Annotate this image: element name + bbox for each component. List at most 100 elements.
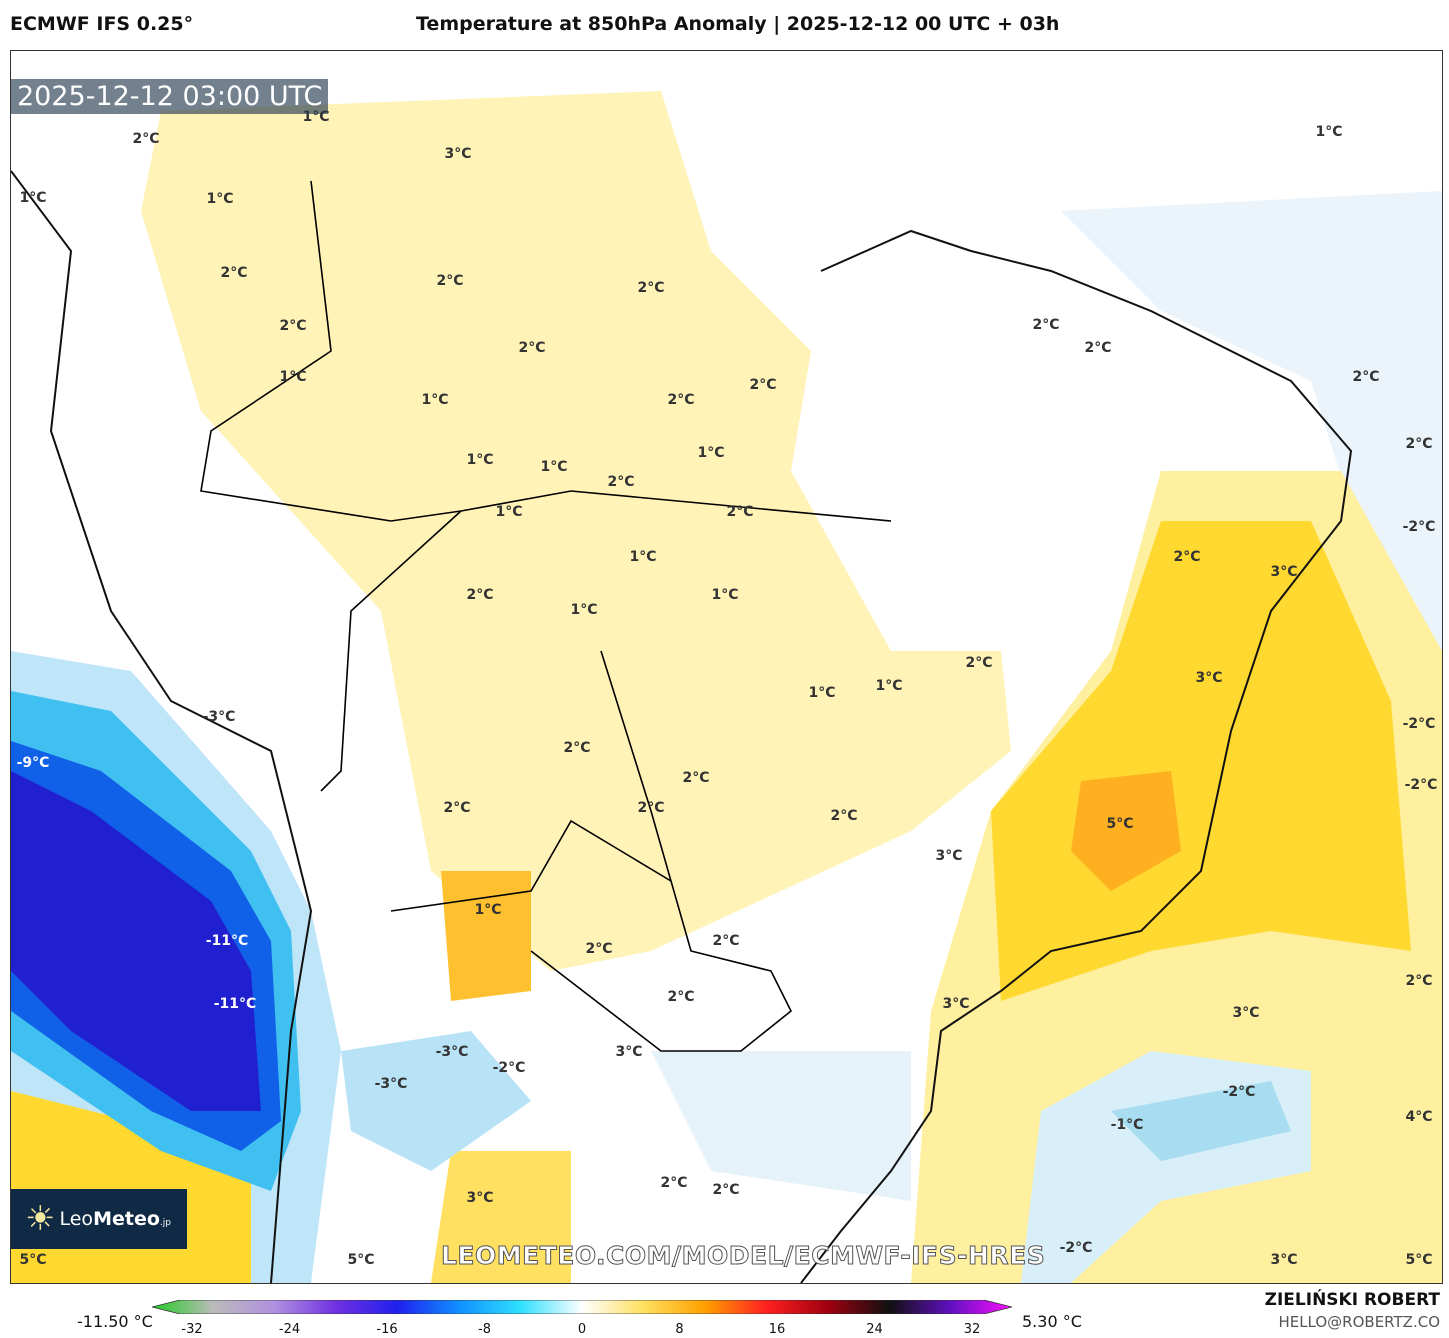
contour-label: 2°C xyxy=(1173,549,1201,565)
contour-label: 2°C xyxy=(1405,973,1433,989)
contour-label: 1°C xyxy=(495,504,523,520)
contour-label: 1°C xyxy=(540,459,568,475)
colorbar-tick: 24 xyxy=(866,1322,883,1337)
cold-patch-argentina xyxy=(341,1031,531,1171)
watermark-url: LEOMETEO.COM/MODEL/ECMWF-IFS-HRES xyxy=(440,1241,1046,1271)
colorbar-tick: 8 xyxy=(675,1322,684,1337)
contour-label: 1°C xyxy=(570,602,598,618)
contour-label: 3°C xyxy=(1195,670,1223,686)
author-name: ZIELIŃSKI ROBERT xyxy=(1264,1290,1440,1310)
warm-zone-south xyxy=(431,1151,571,1283)
contour-label: 2°C xyxy=(607,474,635,490)
contour-label: 2°C xyxy=(682,770,710,786)
colorbar-tick: 16 xyxy=(768,1322,786,1337)
colorbar-tick: 0 xyxy=(577,1322,587,1337)
contour-label: 2°C xyxy=(965,655,993,671)
warm-zone-north xyxy=(141,91,1011,971)
warm-zone-paraguay xyxy=(441,871,531,1001)
contour-label: -9°C xyxy=(16,755,50,771)
contour-label: 3°C xyxy=(942,996,970,1012)
author-email: HELLO@ROBERTZ.CO xyxy=(1278,1313,1440,1331)
leometeo-logo: ☀ LeoMeteo.jp xyxy=(11,1189,187,1249)
logo-bold: Meteo xyxy=(93,1208,160,1230)
contour-label: 1°C xyxy=(421,392,449,408)
contour-label: 5°C xyxy=(347,1252,375,1268)
contour-label: 3°C xyxy=(444,146,472,162)
contour-label: -2°C xyxy=(1059,1240,1093,1256)
colorbar-tick: -16 xyxy=(376,1322,398,1337)
contour-label: 3°C xyxy=(615,1044,643,1060)
cool-zone-south xyxy=(651,1051,911,1201)
contour-label: 1°C xyxy=(19,190,47,206)
min-value: -11.50 °C xyxy=(77,1312,153,1331)
contour-label: 3°C xyxy=(935,848,963,864)
contour-label: 1°C xyxy=(697,445,725,461)
borders xyxy=(200,180,892,1052)
contour-label: 2°C xyxy=(466,587,494,603)
contour-label: 1°C xyxy=(466,452,494,468)
warm-patch-orange xyxy=(1071,771,1181,891)
valid-time-stamp: 2025-12-12 03:00 UTC xyxy=(11,79,329,114)
contour-label: 1°C xyxy=(206,191,234,207)
contour-label: 2°C xyxy=(1084,340,1112,356)
contour-label: 2°C xyxy=(749,377,777,393)
sun-icon: ☀ xyxy=(25,1199,56,1239)
contour-label: 1°C xyxy=(808,685,836,701)
contour-label: -2°C xyxy=(1402,519,1436,535)
contour-label: 2°C xyxy=(443,800,471,816)
contour-label: 2°C xyxy=(1405,436,1433,452)
contour-label: 3°C xyxy=(1270,1252,1298,1268)
contour-label: 5°C xyxy=(19,1252,47,1268)
contour-label: 1°C xyxy=(1315,124,1343,140)
colorbar-tick: -8 xyxy=(478,1322,491,1337)
contour-label: 2°C xyxy=(518,340,546,356)
contour-label: -2°C xyxy=(1402,716,1436,732)
coastline xyxy=(11,170,1353,1283)
contour-label: 1°C xyxy=(711,587,739,603)
contour-label: 3°C xyxy=(1232,1005,1260,1021)
anomaly-map[interactable]: 2°C 3°C 1°C 1°C 1°C 2°C 2°C 2°C 2°C 2°C 1°C 1°C 2°C 2… xyxy=(10,50,1443,1284)
logo-light: Leo xyxy=(59,1208,94,1230)
contour-label: 1°C xyxy=(474,902,502,918)
contour-label: 2°C xyxy=(667,392,695,408)
contour-label: 2°C xyxy=(563,740,591,756)
warm-zone-east-inner xyxy=(991,521,1411,1001)
contour-label: -2°C xyxy=(1404,777,1438,793)
contour-label: 1°C xyxy=(629,549,657,565)
contour-label: -1°C xyxy=(1110,1117,1144,1133)
contour-label: 2°C xyxy=(726,504,754,520)
contour-label: 2°C xyxy=(712,1182,740,1198)
model-name: ECMWF IFS 0.25° xyxy=(10,13,194,35)
colorbar xyxy=(152,1300,1012,1314)
cool-zone-southeast-inner xyxy=(1111,1081,1291,1161)
contour-label: -3°C xyxy=(374,1076,408,1092)
chart-title: Temperature at 850hPa Anomaly | 2025-12-… xyxy=(416,13,1060,35)
contour-label: 2°C xyxy=(279,318,307,334)
contour-label: -11°C xyxy=(205,933,249,949)
contour-label: 2°C xyxy=(1032,317,1060,333)
contour-label: 5°C xyxy=(1106,816,1134,832)
colorbar-tick: -32 xyxy=(181,1322,203,1337)
colorbar-tick: 32 xyxy=(963,1322,981,1337)
contour-label: 2°C xyxy=(1352,369,1380,385)
contour-label: 1°C xyxy=(875,678,903,694)
contour-label: 2°C xyxy=(132,131,160,147)
logo-suffix: .jp xyxy=(159,1218,171,1228)
cool-zone-coast xyxy=(1061,191,1442,651)
contour-label: 2°C xyxy=(637,280,665,296)
contour-label: 2°C xyxy=(585,941,613,957)
contour-label: 1°C xyxy=(279,369,307,385)
contour-label: 3°C xyxy=(1270,564,1298,580)
contour-label: 2°C xyxy=(660,1175,688,1191)
contour-label: -3°C xyxy=(435,1044,469,1060)
contour-label: 2°C xyxy=(220,265,248,281)
colorbar-tick: -24 xyxy=(278,1322,301,1337)
contour-label: 3°C xyxy=(466,1190,494,1206)
contour-label: -11°C xyxy=(213,996,257,1012)
contour-label: 5°C xyxy=(1405,1252,1433,1268)
contour-label: 4°C xyxy=(1405,1109,1433,1125)
contour-label: 2°C xyxy=(830,808,858,824)
contour-label: 2°C xyxy=(637,800,665,816)
contour-label: 2°C xyxy=(436,273,464,289)
max-value: 5.30 °C xyxy=(1022,1312,1082,1331)
